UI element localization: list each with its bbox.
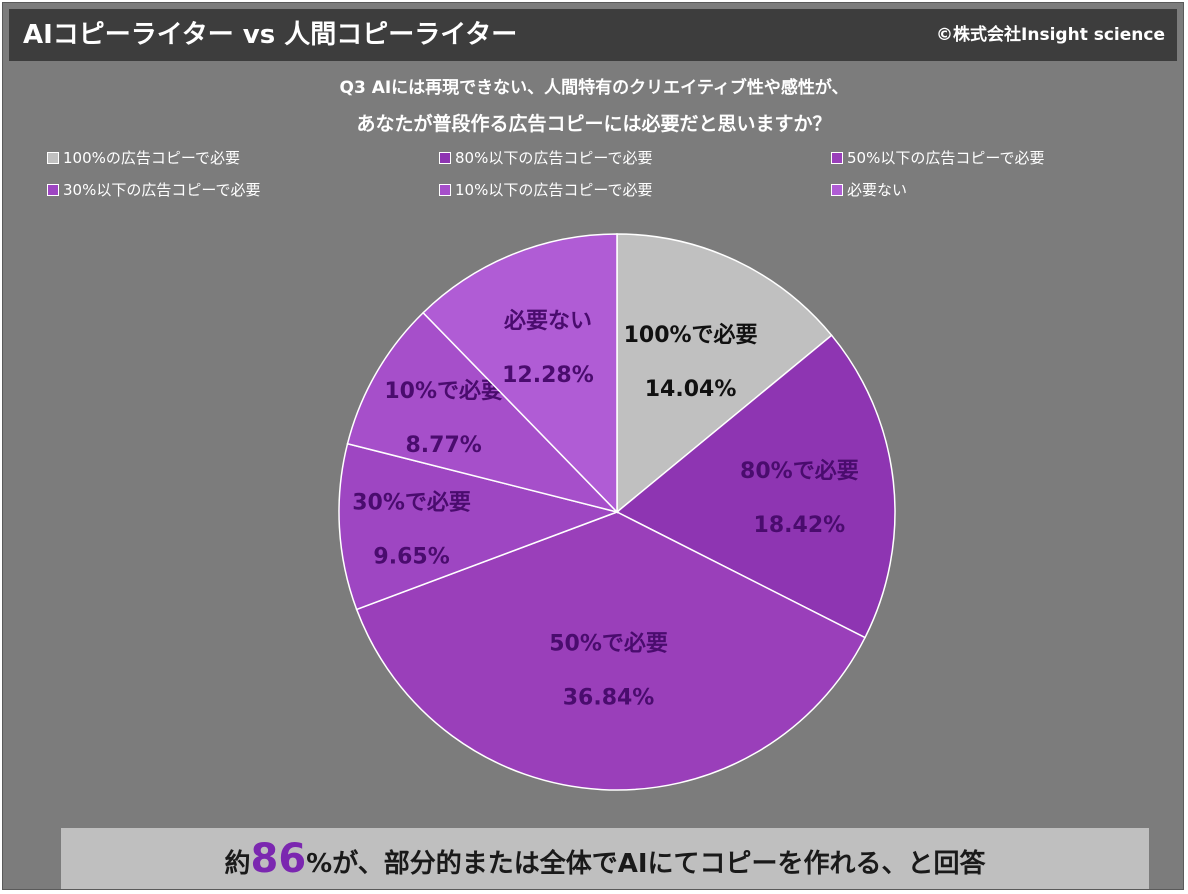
legend-item-100: 100%の広告コピーで必要	[47, 147, 240, 169]
legend-item-50: 50%以下の広告コピーで必要	[831, 147, 1044, 169]
pie-slice-30	[338, 442, 620, 611]
slice-value-none: 12.28%	[502, 363, 594, 388]
header-bar: AIコピーライター vs 人間コピーライター ©株式会社Insight scie…	[9, 9, 1177, 61]
slice-value-100: 14.04%	[645, 377, 737, 402]
slice-label-10: 10%で必要	[384, 378, 503, 404]
slice-label-none: 必要ない	[504, 308, 592, 334]
legend-swatch-80	[439, 152, 451, 164]
legend-item-30: 30%以下の広告コピーで必要	[47, 179, 260, 201]
legend-label-none: 必要ない	[847, 181, 908, 199]
slice-value-80: 18.42%	[754, 513, 846, 538]
slice-label-100: 100%で必要	[624, 322, 758, 348]
pie-slice-50	[355, 511, 867, 791]
slice-value-30: 9.65%	[373, 544, 449, 569]
pie-slice-none	[422, 233, 618, 514]
pie-slice-10	[346, 311, 620, 514]
pie-slice-100	[616, 233, 833, 514]
slice-label-50: 50%で必要	[549, 631, 668, 657]
slice-label-80: 80%で必要	[740, 458, 859, 484]
slice-value-50: 36.84%	[563, 686, 655, 711]
legend-label-50: 50%以下の広告コピーで必要	[847, 149, 1045, 167]
legend-item-none: 必要ない	[831, 179, 907, 201]
legend-swatch-30	[47, 184, 59, 196]
footer-highlight: 86	[250, 836, 307, 882]
footer-bar: 約86%が、部分的または全体でAIにてコピーを作れる、と回答	[61, 828, 1149, 889]
legend-label-30: 30%以下の広告コピーで必要	[63, 181, 261, 199]
pie-slice-80	[615, 334, 896, 639]
header-copyright: ©株式会社Insight science	[936, 25, 1165, 45]
footer-prefix: 約	[224, 849, 251, 879]
legend-label-10: 10%以下の広告コピーで必要	[455, 181, 653, 199]
legend-label-80: 80%以下の広告コピーで必要	[455, 149, 653, 167]
legend-swatch-50	[831, 152, 843, 164]
legend-swatch-100	[47, 152, 59, 164]
legend-swatch-none	[831, 184, 843, 196]
legend-item-80: 80%以下の広告コピーで必要	[439, 147, 652, 169]
legend-item-10: 10%以下の広告コピーで必要	[439, 179, 652, 201]
slice-label-30: 30%で必要	[352, 489, 471, 515]
legend-swatch-10	[439, 184, 451, 196]
legend-label-100: 100%の広告コピーで必要	[63, 149, 240, 167]
pie-chart: 100%で必要 14.04% 80%で必要 18.42% 50%で必要 36.84% 30%…	[338, 233, 896, 791]
slice-value-10: 8.77%	[406, 433, 482, 458]
question-line-1: Q3 AIには再現できない、人間特有のクリエイティブ性や感性が、	[339, 78, 849, 98]
question-line-2: あなたが普段作る広告コピーには必要だと思いますか？	[356, 113, 832, 135]
footer-suffix: %が、部分的または全体でAIにてコピーを作れる、と回答	[306, 849, 986, 879]
header-title: AIコピーライター vs 人間コピーライター	[23, 20, 518, 50]
